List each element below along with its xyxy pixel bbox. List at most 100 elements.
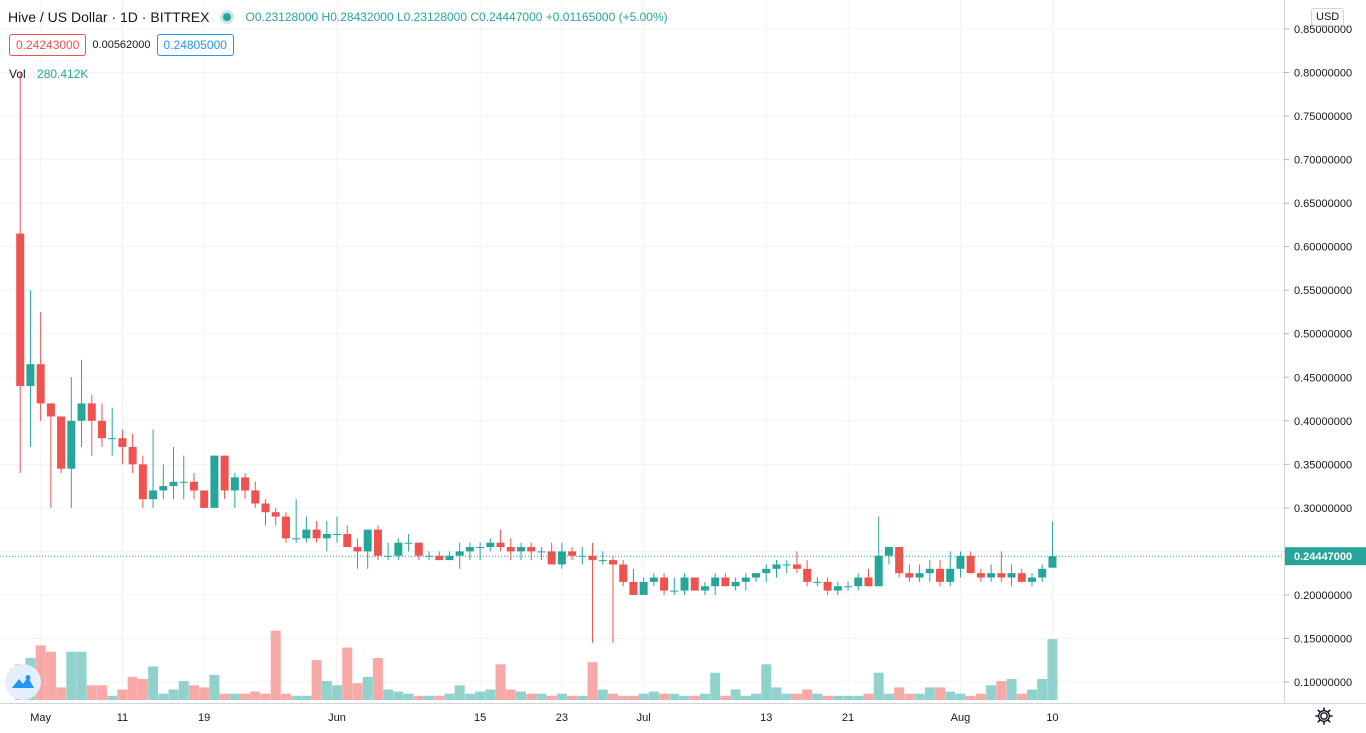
volume-bar <box>35 645 46 700</box>
volume-bar <box>311 660 322 700</box>
volume-bar <box>505 689 516 700</box>
candle-body <box>792 564 801 569</box>
logo-mark <box>12 675 34 688</box>
volume-bar <box>904 693 915 700</box>
candle-body <box>598 560 607 562</box>
candle-body <box>854 577 863 587</box>
candle-body <box>844 586 853 588</box>
time-tick-label: May <box>30 712 51 724</box>
time-tick-label: 23 <box>556 712 568 724</box>
price-tick-label: 0.65000000 <box>1294 198 1352 210</box>
volume-bar <box>556 693 567 700</box>
volume-bar <box>86 685 97 700</box>
volume-bar <box>914 693 925 700</box>
volume-bar <box>240 693 251 700</box>
candle-body <box>987 573 996 578</box>
volume-bar <box>791 693 802 700</box>
volume-bar <box>843 695 854 700</box>
candle-body <box>322 533 331 539</box>
price-tick-label: 0.20000000 <box>1294 590 1352 602</box>
candle-body <box>373 529 382 556</box>
candle-body <box>108 438 117 440</box>
candle-body <box>1038 568 1047 578</box>
candle-body <box>925 568 934 574</box>
volume-bar <box>587 662 598 700</box>
volume-bar <box>751 693 762 700</box>
candle-body <box>496 542 505 548</box>
volume-legend: Vol 280.412K <box>9 67 88 81</box>
time-tick-label: Jun <box>328 712 346 724</box>
volume-bar <box>1037 679 1048 700</box>
price-tick-label: 0.30000000 <box>1294 503 1352 515</box>
currency-button[interactable]: USD <box>1311 8 1345 26</box>
ohlc-values: O0.23128000 H0.28432000 L0.23128000 C0.2… <box>245 10 668 24</box>
price-tick-label: 0.85000000 <box>1294 24 1352 36</box>
volume-bar <box>270 630 281 700</box>
candle-body <box>895 547 904 574</box>
volume-bar <box>219 693 230 700</box>
volume-bar <box>413 695 424 700</box>
volume-bar <box>832 695 843 700</box>
volume-bar <box>168 689 179 700</box>
time-tick-label: Jul <box>637 712 651 724</box>
volume-bar <box>853 695 864 700</box>
time-tick-label: Aug <box>951 712 971 724</box>
candle-body <box>455 551 464 556</box>
candle-body <box>690 577 699 591</box>
volume-bar <box>454 685 465 700</box>
volume-bar <box>659 693 670 700</box>
volume-bar <box>383 689 394 700</box>
candle-body <box>179 481 188 483</box>
volume-label[interactable]: Vol <box>9 67 26 81</box>
symbol-title[interactable]: Hive / US Dollar · 1D · BITTREX <box>8 9 210 25</box>
candle-body <box>568 551 577 556</box>
volume-bar <box>96 685 107 700</box>
volume-bar <box>148 666 159 700</box>
candle-body <box>557 551 566 565</box>
volume-bar <box>434 695 445 700</box>
candle-body <box>87 403 96 421</box>
gear-icon[interactable] <box>1314 706 1334 726</box>
volume-bar <box>301 695 312 700</box>
volume-bar <box>740 695 751 700</box>
volume-bar <box>567 695 578 700</box>
candle-body <box>976 573 985 578</box>
volume-bar <box>730 689 741 700</box>
sell-price-button[interactable]: 0.24243000 <box>9 34 87 56</box>
volume-bar <box>863 693 874 700</box>
volume-bar <box>209 674 220 700</box>
candle-body <box>1028 577 1036 582</box>
volume-bar <box>475 691 486 700</box>
time-tick-label: 19 <box>198 712 210 724</box>
volume-bar <box>127 676 138 700</box>
candle-body <box>752 573 761 578</box>
tradingview-logo-icon[interactable] <box>5 664 41 700</box>
volume-bar <box>332 685 343 700</box>
volume-bar <box>45 651 56 700</box>
spread-value: 0.00562000 <box>92 39 151 51</box>
candle-body <box>118 438 127 447</box>
buy-price-button[interactable]: 0.24805000 <box>156 34 234 56</box>
candle-body <box>680 577 689 591</box>
volume-bar <box>679 695 690 700</box>
candle-body <box>312 529 321 539</box>
candle-body <box>823 581 832 591</box>
candle-body <box>813 581 822 583</box>
candle-body <box>67 420 76 469</box>
candle-body <box>435 555 444 561</box>
price-tick-label: 0.80000000 <box>1294 68 1352 80</box>
volume-bar <box>648 691 659 700</box>
volume-bar <box>699 693 710 700</box>
volume-bar <box>669 693 680 700</box>
volume-bar <box>199 687 210 700</box>
volume-bar <box>137 679 148 700</box>
volume-bar <box>689 695 700 700</box>
candle-body <box>189 481 198 491</box>
volume-bar <box>56 687 67 700</box>
volume-bar <box>485 689 496 700</box>
volume-bar <box>188 685 199 700</box>
candle-body <box>149 490 158 500</box>
candle-body <box>128 446 137 465</box>
